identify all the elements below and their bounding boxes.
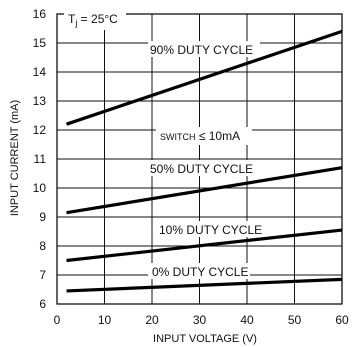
condition-label: Tj = 25°C [68,12,118,28]
x-tick-label: 30 [193,313,207,327]
x-tick-labels: 0 10 20 30 40 50 60 [54,313,349,327]
series-line-3 [66,277,343,293]
switch-backdrop [156,127,252,145]
series-label-90: 90% DUTY CYCLE [150,43,253,57]
series-line-2 [66,228,343,263]
x-tick-label: 0 [54,313,61,327]
condition-backdrop [64,4,126,30]
y-tick-label: 16 [33,7,47,21]
y-tick-label: 11 [34,152,47,166]
y-tick-label: 7 [39,268,46,282]
y-tick-label: 9 [39,210,46,224]
series-line-0 [65,29,343,126]
x-tick-label: 10 [98,313,112,327]
series-label-10: 10% DUTY CYCLE [159,223,262,237]
series-line-1 [66,166,343,215]
series-label-50: 50% DUTY CYCLE [150,162,253,176]
y-tick-labels: 6 7 8 9 10 11 12 13 14 15 16 [33,7,47,311]
y-tick-label: 13 [33,94,47,108]
y-axis-label: INPUT CURRENT (mA) [9,100,21,216]
label-90-backdrop [148,41,260,57]
y-tick-label: 14 [33,65,47,79]
y-tick-label: 15 [33,36,47,50]
y-tick-label: 10 [33,181,47,195]
x-axis-label: INPUT VOLTAGE (V) [153,333,257,345]
x-tick-label: 20 [145,313,159,327]
plot-frame [56,13,343,305]
label-10-backdrop [156,221,266,237]
label-0-backdrop [148,263,250,279]
x-tick-label: 40 [240,313,254,327]
series-label-0: 0% DUTY CYCLE [152,265,248,279]
label-50-backdrop [147,160,255,176]
grid [56,13,343,305]
series-lines [65,29,343,293]
y-tick-label: 6 [39,297,46,311]
y-tick-label: 8 [39,239,46,253]
x-tick-label: 50 [288,313,302,327]
y-tick-label: 12 [33,123,47,137]
x-tick-label: 60 [335,313,349,327]
switch-label: SWITCH ≤ 10mA [160,129,240,143]
